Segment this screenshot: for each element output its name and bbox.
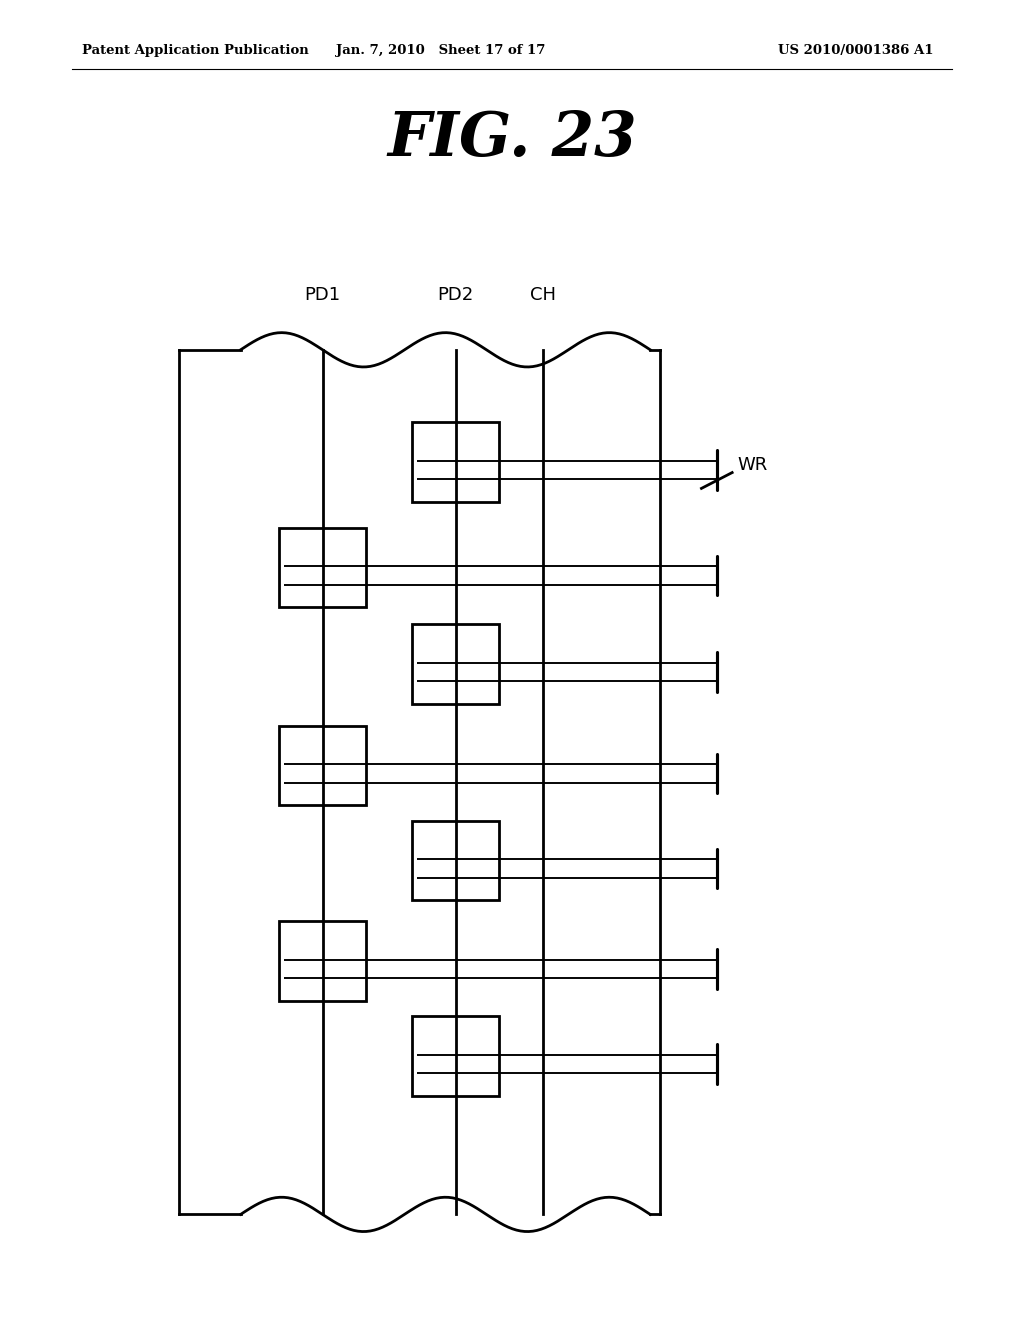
Text: Jan. 7, 2010   Sheet 17 of 17: Jan. 7, 2010 Sheet 17 of 17	[336, 44, 545, 57]
Bar	[279, 528, 367, 607]
Text: PD2: PD2	[437, 285, 474, 304]
Bar	[412, 821, 500, 900]
Bar	[412, 624, 500, 704]
Bar	[412, 1016, 500, 1096]
Text: US 2010/0001386 A1: US 2010/0001386 A1	[778, 44, 934, 57]
Text: PD1: PD1	[304, 285, 341, 304]
Bar	[412, 422, 500, 502]
Bar	[279, 726, 367, 805]
Text: Patent Application Publication: Patent Application Publication	[82, 44, 308, 57]
Text: CH: CH	[529, 285, 556, 304]
Bar	[279, 921, 367, 1001]
Text: WR: WR	[737, 455, 768, 474]
Text: FIG. 23: FIG. 23	[387, 108, 637, 169]
